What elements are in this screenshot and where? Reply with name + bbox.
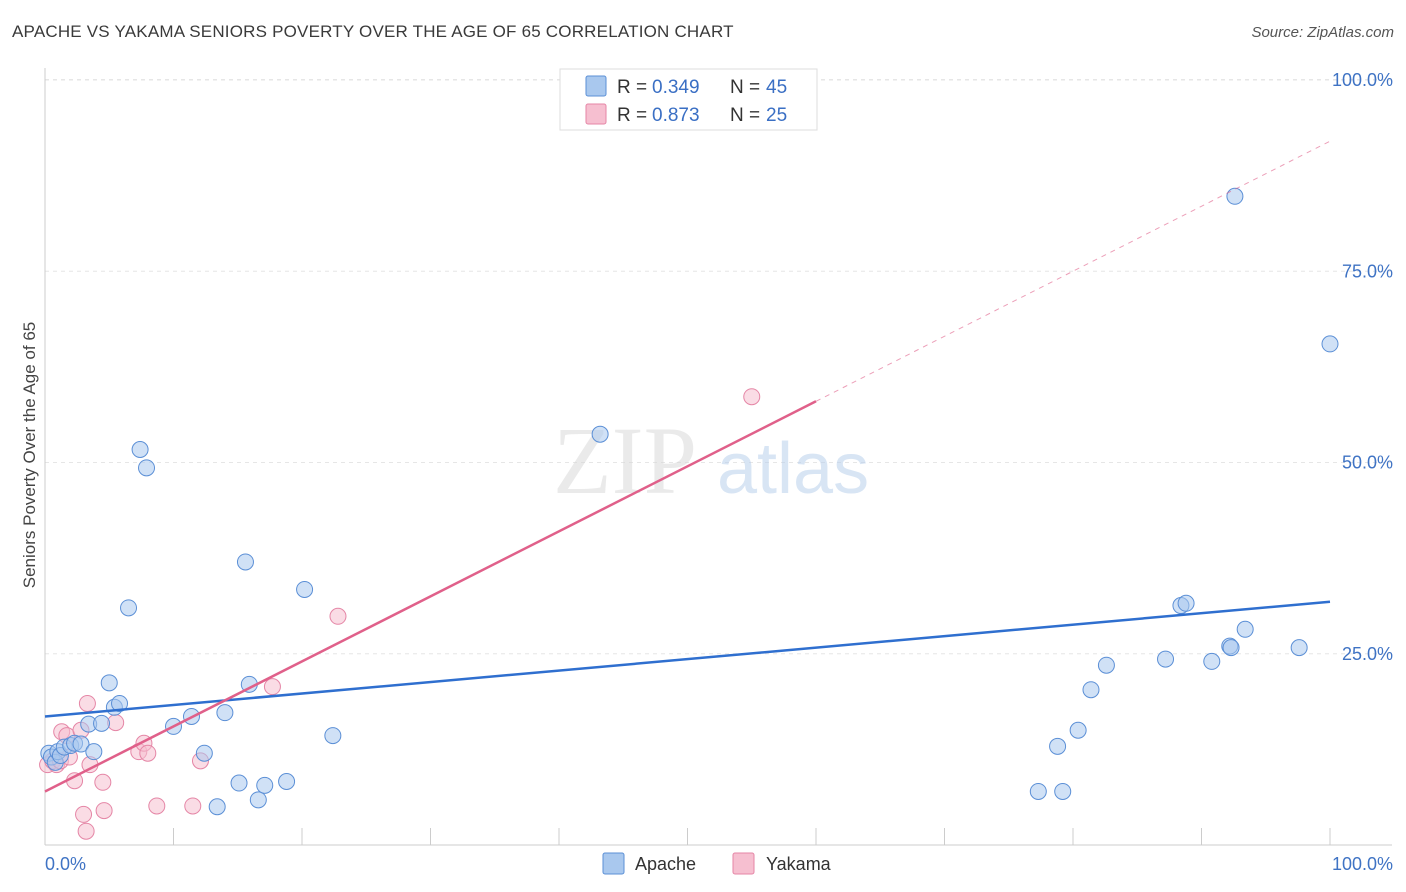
apache-point <box>1029 782 1047 800</box>
apache-point <box>138 459 156 477</box>
yakama-point <box>184 797 202 815</box>
legend-n-value-yakama: 25 <box>766 105 787 126</box>
apache-point <box>85 743 103 761</box>
apache-point <box>195 744 213 762</box>
legend-n-label-apache: N = <box>730 77 765 98</box>
legend-r-label-yakama: R = <box>617 105 652 126</box>
trendlines <box>44 140 1331 793</box>
watermark-zip: ZIP <box>553 407 697 514</box>
bottom-legend-swatch-yakama <box>732 852 755 875</box>
apache-point <box>100 674 118 692</box>
tick-labels: 25.0% 50.0% 75.0% 100.0% 0.0% 100.0% <box>45 70 1393 874</box>
y-tick-label-50: 50.0% <box>1342 453 1393 473</box>
yakama-point <box>75 805 93 823</box>
apache-point <box>120 599 138 617</box>
apache-point <box>111 694 129 712</box>
chart-source: Source: ZipAtlas.com <box>1251 24 1394 41</box>
apache-point <box>1049 737 1067 755</box>
watermark-atlas: atlas <box>717 429 869 509</box>
yakama-point <box>148 797 166 815</box>
apache-point <box>1097 656 1115 674</box>
apache-point <box>1226 187 1244 205</box>
yakama-point <box>139 744 157 762</box>
y-tick-label-75: 75.0% <box>1342 261 1393 281</box>
apache-point <box>324 727 342 745</box>
apache-point <box>230 774 248 792</box>
yakama-point <box>263 678 281 696</box>
stats-legend: R = 0.349 N = 45 R = 0.873 N = 25 <box>559 68 818 131</box>
apache-point <box>1236 620 1254 638</box>
legend-r-label-apache: R = <box>617 77 652 98</box>
apache-point <box>278 773 296 791</box>
yakama-point <box>95 802 113 820</box>
y-tick-label-100: 100.0% <box>1332 70 1393 90</box>
apache-point <box>72 735 90 753</box>
apache-points <box>40 187 1339 816</box>
bottom-legend-label-yakama: Yakama <box>766 854 832 874</box>
legend-r-value-apache: 0.349 <box>652 77 700 98</box>
chart-title: APACHE VS YAKAMA SENIORS POVERTY OVER TH… <box>12 22 734 41</box>
yakama-point <box>107 714 125 732</box>
apache-point <box>1222 639 1240 657</box>
apache-point <box>249 791 267 809</box>
apache-point <box>1203 652 1221 670</box>
y-axis-title: Seniors Poverty Over the Age of 65 <box>20 322 39 588</box>
apache-point <box>256 776 274 794</box>
apache-point <box>208 798 226 816</box>
apache-point <box>296 580 314 598</box>
y-tick-label-25: 25.0% <box>1342 644 1393 664</box>
apache-point <box>1069 721 1087 739</box>
legend-r-value-yakama: 0.873 <box>652 105 700 126</box>
apache-point <box>1321 335 1339 353</box>
apache-point <box>236 553 254 571</box>
x-tick-label-start: 0.0% <box>45 854 86 874</box>
legend-swatch-apache <box>585 75 607 97</box>
yakama-point <box>329 607 347 625</box>
yakama-trendline <box>44 400 817 793</box>
apache-point <box>131 440 149 458</box>
apache-point <box>1290 639 1308 657</box>
yakama-point <box>78 694 96 712</box>
apache-trendline <box>44 600 1331 718</box>
bottom-legend-swatch-apache <box>602 852 625 875</box>
apache-point <box>1157 650 1175 668</box>
legend-n-value-apache: 45 <box>766 77 787 98</box>
apache-point <box>93 714 111 732</box>
yakama-point <box>77 822 95 840</box>
legend-n-label-yakama: N = <box>730 105 765 126</box>
watermark: ZIP atlas <box>553 407 869 514</box>
yakama-point <box>743 388 761 406</box>
bottom-legend: Apache Yakama <box>602 852 832 875</box>
apache-point <box>591 425 609 443</box>
x-tick-label-end: 100.0% <box>1332 854 1393 874</box>
apache-point <box>1177 594 1195 612</box>
legend-swatch-yakama <box>585 103 607 125</box>
apache-point <box>1082 681 1100 699</box>
apache-point <box>1054 782 1072 800</box>
yakama-trendline-extension <box>815 140 1331 402</box>
bottom-legend-label-apache: Apache <box>635 854 696 874</box>
apache-point <box>216 704 234 722</box>
yakama-point <box>94 773 112 791</box>
